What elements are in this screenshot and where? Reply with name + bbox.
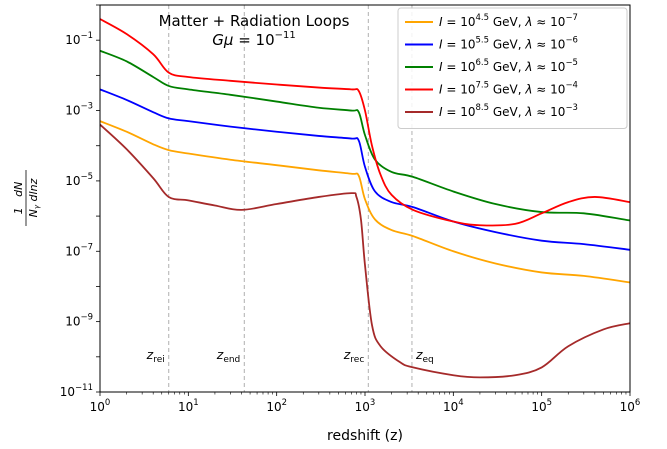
svg-text:1 dN: 1 dN xyxy=(12,182,25,215)
ref-label-rei: zrei xyxy=(146,347,165,365)
x-tick-label: 104 xyxy=(443,398,464,414)
legend: I = 104.5 GeV, λ ≈ 10−7 I = 105.5 GeV, λ … xyxy=(397,7,628,129)
y-tick-label: 10−1 xyxy=(65,31,93,47)
y-tick-label: 10−9 xyxy=(65,313,93,329)
series-line-1 xyxy=(99,120,631,284)
chart-subtitle: Gμ = 10−11 xyxy=(212,30,295,49)
reference-labels: zrei zend zrec zeq xyxy=(146,347,434,365)
ref-label-rec: zrec xyxy=(343,347,365,365)
legend-entry: I = 106.5 GeV, λ ≈ 10−5 xyxy=(439,58,578,74)
legend-entry: I = 108.5 GeV, λ ≈ 10−3 xyxy=(439,103,578,119)
y-tick-label: 10−7 xyxy=(65,242,93,258)
ref-label-end: zend xyxy=(216,347,241,365)
reference-lines xyxy=(168,5,413,392)
y-tick-label: 10−3 xyxy=(65,102,93,118)
x-tick-label: 103 xyxy=(355,398,376,414)
chart-title: Matter + Radiation Loops xyxy=(159,12,350,30)
x-tick-label: 105 xyxy=(531,398,552,414)
legend-entry: I = 105.5 GeV, λ ≈ 10−6 xyxy=(439,36,578,52)
series-line-5 xyxy=(99,123,631,379)
y-axis: 10−11 10−9 10−7 10−5 10−3 10−1 xyxy=(60,4,100,399)
series-line-4 xyxy=(99,18,631,227)
x-tick-label: 102 xyxy=(266,398,287,414)
legend-entry: I = 104.5 GeV, λ ≈ 10−7 xyxy=(439,13,578,29)
legend-entry: I = 107.5 GeV, λ ≈ 10−4 xyxy=(439,81,578,97)
x-tick-label: 101 xyxy=(178,398,199,414)
ref-label-eq: zeq xyxy=(415,347,434,365)
y-tick-label: 10−5 xyxy=(65,172,93,188)
series-layer xyxy=(99,18,631,379)
y-tick-label: 10−11 xyxy=(60,383,93,399)
x-axis-label: redshift (z) xyxy=(327,428,403,444)
x-tick-label: 100 xyxy=(90,398,111,414)
series-line-3 xyxy=(99,49,631,222)
legend-box xyxy=(397,7,628,129)
x-axis: 100 101 102 103 104 105 106 xyxy=(90,392,641,414)
svg-text:Nγ dlnz: Nγ dlnz xyxy=(27,178,41,217)
x-tick-label: 106 xyxy=(620,398,641,414)
y-axis-label: 1 dN Nγ dlnz xyxy=(12,170,41,226)
series-line-2 xyxy=(99,88,631,251)
